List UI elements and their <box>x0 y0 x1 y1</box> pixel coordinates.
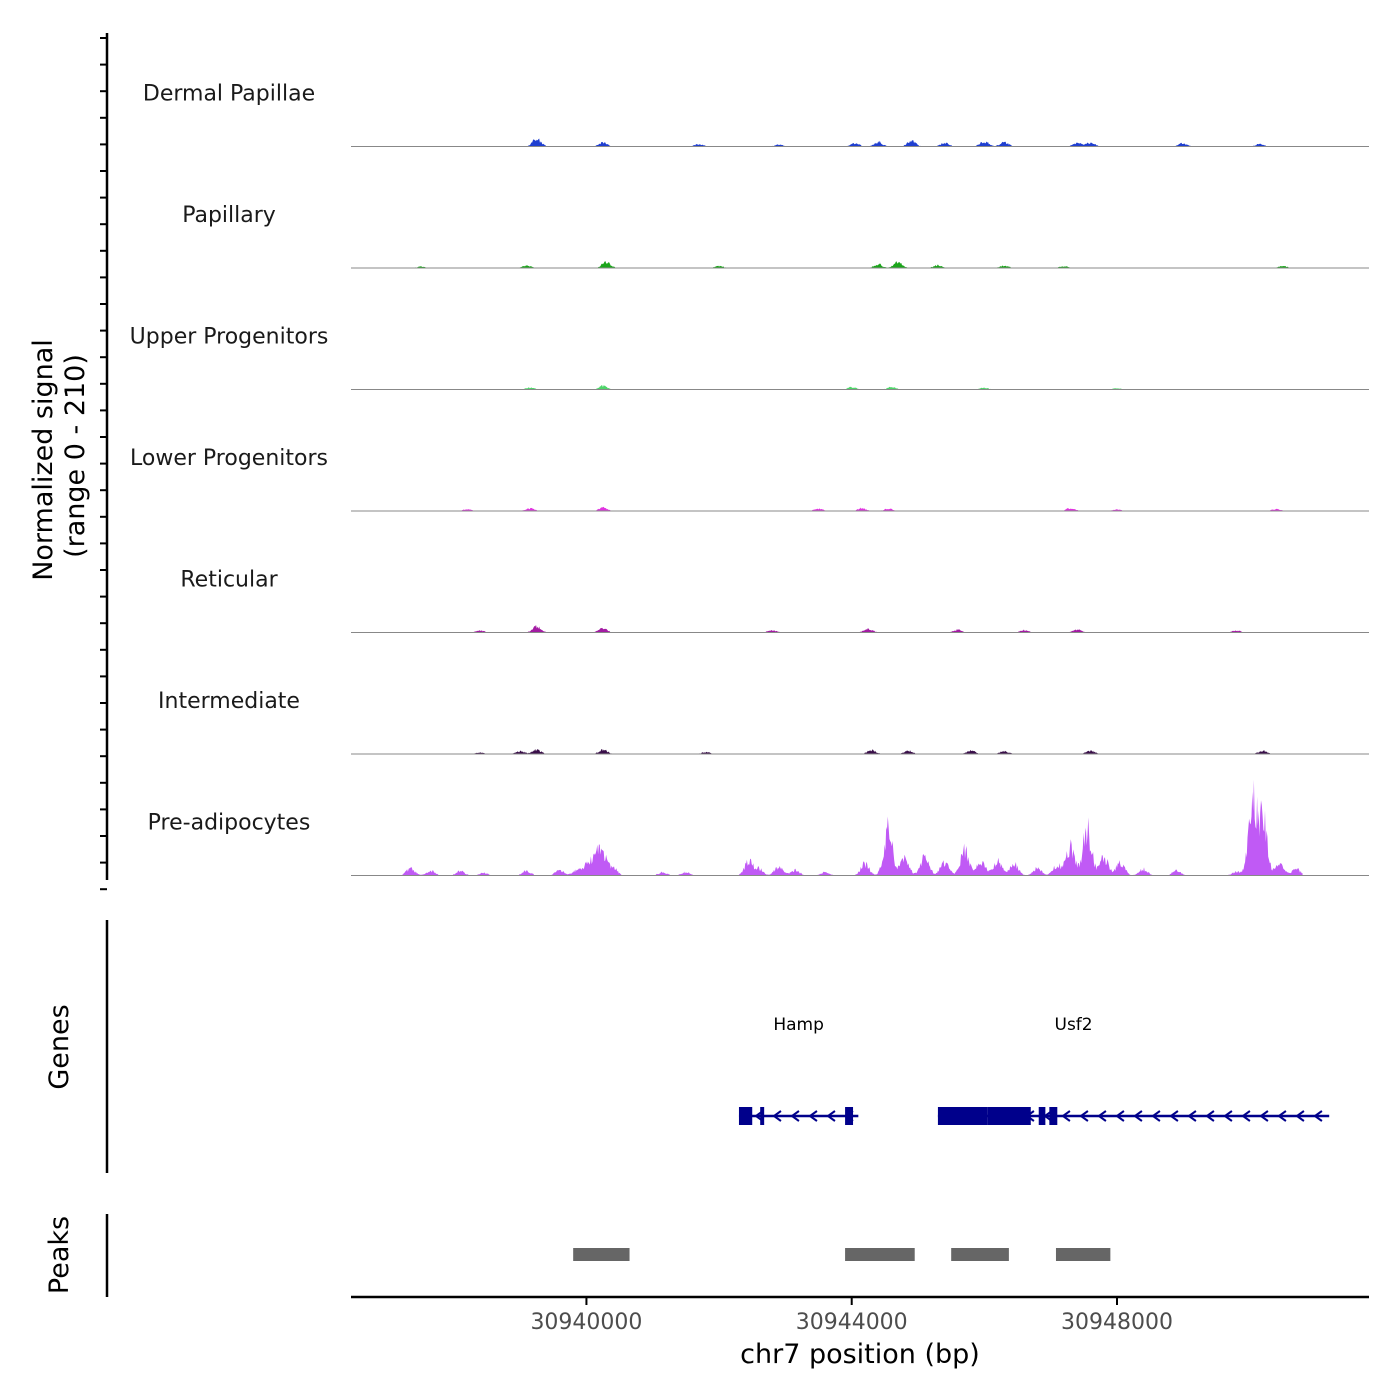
signal-y-ticks <box>100 37 107 891</box>
track-label: Papillary <box>182 203 276 228</box>
peaks-panel <box>573 1248 1111 1261</box>
genes-panel: Hamp Usf2 <box>738 1015 1330 1125</box>
gene-strand-arrow <box>1169 1110 1179 1122</box>
track-signal-area <box>351 779 1303 876</box>
genes-axis-label: Genes <box>44 1004 75 1089</box>
gene-strand-arrow <box>1313 1110 1323 1122</box>
x-axis-ticks: 30940000 30944000 30948000 <box>530 1297 1173 1335</box>
track-signal-area <box>351 624 1303 633</box>
gene-exon <box>1038 1107 1046 1125</box>
gene-label: Hamp <box>773 1015 824 1035</box>
y-axis-title-line1: Normalized signal <box>28 339 59 581</box>
gene-usf2: Usf2 <box>937 1015 1330 1125</box>
track-reticular: Reticular <box>180 568 1369 633</box>
gene-strand-arrow <box>1187 1110 1197 1122</box>
x-tick-label: 30940000 <box>530 1310 642 1335</box>
track-intermediate: Intermediate <box>158 689 1369 755</box>
track-signal-area <box>351 138 1303 147</box>
gene-hamp: Hamp <box>738 1015 859 1125</box>
track-dermal-papillae: Dermal Papillae <box>143 82 1369 147</box>
peak-region <box>573 1248 630 1261</box>
track-label: Lower Progenitors <box>130 446 328 471</box>
gene-strand-arrow <box>1241 1110 1251 1122</box>
peaks-axis-label: Peaks <box>44 1216 75 1294</box>
peak-region <box>951 1248 1009 1261</box>
gene-strand-arrow <box>826 1110 836 1122</box>
track-lower-progenitors: Lower Progenitors <box>130 446 1369 512</box>
track-signal-area <box>351 749 1303 754</box>
gene-strand-arrow <box>1205 1110 1215 1122</box>
signal-tracks: Dermal Papillae Papillary Upper Progenitor… <box>130 82 1369 876</box>
gene-strand-arrow <box>808 1110 818 1122</box>
gene-exon <box>937 1107 988 1125</box>
gene-strand-arrow <box>1151 1110 1161 1122</box>
gene-exon <box>738 1107 753 1125</box>
peak-region <box>1055 1248 1111 1261</box>
track-signal-area <box>351 506 1303 511</box>
gene-strand-arrow <box>1061 1110 1071 1122</box>
track-signal-area <box>351 385 1303 390</box>
gene-exon <box>1049 1107 1058 1125</box>
gene-exon <box>987 1107 1031 1125</box>
gene-strand-arrow <box>1079 1110 1089 1122</box>
x-tick-label: 30944000 <box>796 1310 908 1335</box>
gene-strand-arrow <box>772 1110 782 1122</box>
gene-exon <box>845 1107 854 1125</box>
gene-label: Usf2 <box>1055 1015 1093 1035</box>
y-axis-title-line2: (range 0 - 210) <box>60 354 91 558</box>
track-label: Upper Progenitors <box>130 325 329 350</box>
gene-strand-arrow <box>1133 1110 1143 1122</box>
gene-strand-arrow <box>1277 1110 1287 1122</box>
x-tick-label: 30948000 <box>1061 1310 1173 1335</box>
gene-strand-arrow <box>1295 1110 1305 1122</box>
gene-strand-arrow <box>790 1110 800 1122</box>
gene-exon <box>760 1107 765 1125</box>
gene-strand-arrow <box>1115 1110 1125 1122</box>
peak-region <box>845 1248 915 1261</box>
x-axis-title: chr7 position (bp) <box>740 1339 980 1370</box>
gene-strand-arrow <box>1097 1110 1107 1122</box>
track-pre-adipocytes: Pre-adipocytes <box>148 779 1369 876</box>
track-papillary: Papillary <box>182 203 1369 269</box>
gene-strand-arrow <box>1223 1110 1233 1122</box>
track-label: Intermediate <box>158 689 300 714</box>
track-label: Reticular <box>180 568 278 593</box>
gene-strand-arrow <box>1259 1110 1269 1122</box>
track-label: Pre-adipocytes <box>148 811 311 836</box>
track-upper-progenitors: Upper Progenitors <box>130 325 1369 390</box>
track-label: Dermal Papillae <box>143 82 315 107</box>
track-signal-area <box>351 261 1303 268</box>
